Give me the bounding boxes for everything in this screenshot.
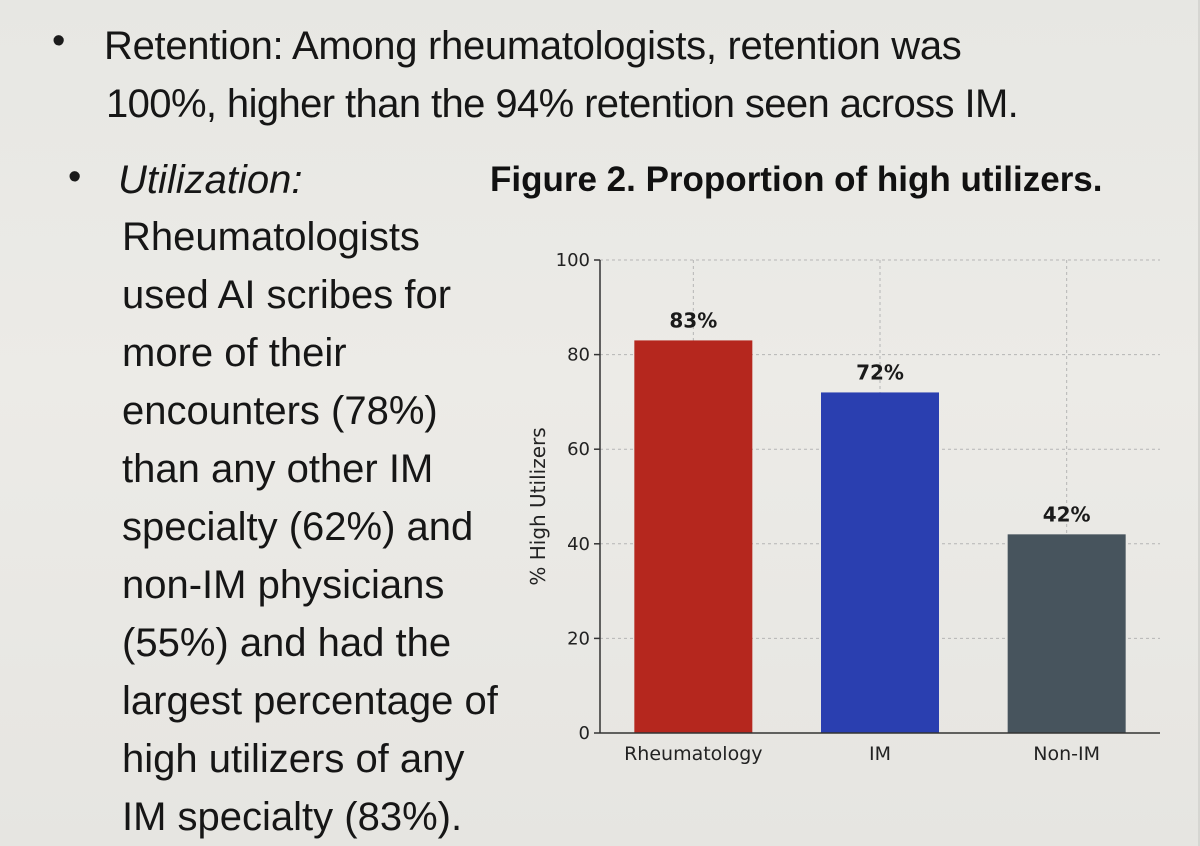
utilization-line: more of their	[122, 331, 347, 375]
utilization-line: than any other IM	[122, 447, 434, 491]
data-label: 83%	[669, 308, 717, 332]
y-tick-label: 0	[579, 723, 590, 744]
y-tick-label: 100	[556, 250, 590, 271]
data-label: 42%	[1043, 502, 1091, 526]
bar-non-im	[1007, 534, 1126, 733]
utilization-line: Rheumatologists	[122, 215, 420, 259]
bar-im	[821, 392, 939, 733]
data-label: 72%	[856, 360, 904, 384]
utilization-line: used AI scribes for	[122, 273, 452, 317]
y-tick-label: 20	[567, 628, 590, 649]
utilization-line: IM specialty (83%).	[122, 795, 463, 839]
utilization-line: specialty (62%) and	[122, 505, 474, 549]
utilization-line: high utilizers of any	[122, 737, 465, 781]
y-tick-label: 80	[567, 345, 590, 366]
x-tick-label: Non-IM	[1033, 743, 1100, 765]
bar-rheumatology	[634, 340, 753, 733]
y-axis-label: % High Utilizers	[526, 427, 550, 585]
y-tick-label: 40	[567, 534, 590, 555]
x-tick-label: Rheumatology	[624, 743, 762, 765]
retention-bullet: •	[52, 20, 66, 62]
utilization-heading: Utilization:	[118, 158, 303, 202]
utilization-line: (55%) and had the	[122, 621, 452, 665]
utilization-line: largest percentage of	[122, 679, 498, 723]
utilization-line: non-IM physicians	[122, 563, 445, 607]
figure-title: Figure 2. Proportion of high utilizers.	[490, 160, 1103, 199]
retention-line-1: Retention: Among rheumatologists, retent…	[104, 24, 962, 68]
utilization-bullet: •	[68, 156, 82, 198]
slide-edge	[1198, 0, 1200, 846]
utilization-line: encounters (78%)	[122, 389, 438, 433]
retention-line-2: 100%, higher than the 94% retention seen…	[106, 82, 1019, 126]
y-tick-label: 60	[567, 439, 590, 460]
x-tick-label: IM	[869, 743, 891, 765]
